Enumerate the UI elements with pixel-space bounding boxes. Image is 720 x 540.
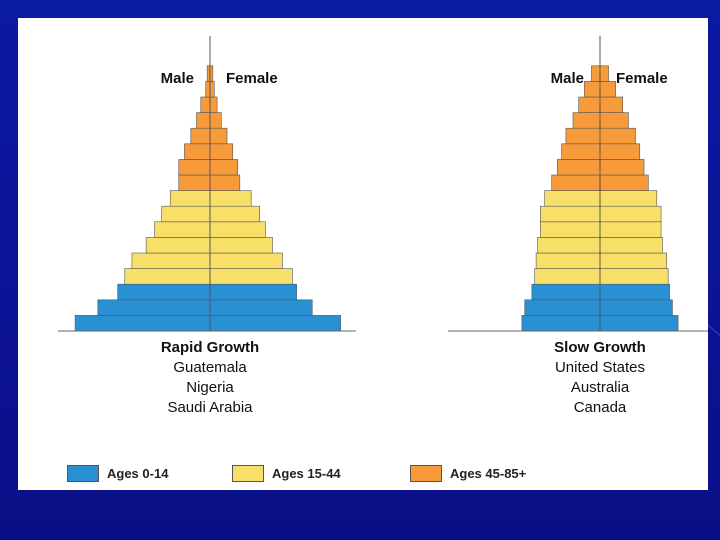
country-label: United States [554,359,646,376]
male-bar [131,252,211,269]
legend-swatch [410,465,442,482]
slide-panel: Male Female Male Female Rapid Growth Guatem… [18,18,708,490]
male-bar [169,190,211,207]
female-bar [209,299,313,316]
male-bar [578,96,601,113]
male-bar [557,159,601,176]
male-bar [184,143,211,160]
legend-label: Ages 0-14 [107,466,169,481]
male-bar [551,174,601,191]
male-bar [544,190,601,207]
female-bar [209,190,252,207]
female-bar [599,283,670,301]
male-bar [97,299,211,316]
female-bar [599,205,662,223]
male-bar [591,65,601,82]
country-label: Canada [573,399,627,416]
male-bar [521,315,601,332]
female-bar [209,315,341,332]
male-bar [117,283,211,301]
male-bar [178,159,211,176]
male-bar [524,299,601,316]
male-bar [531,283,601,301]
legend-swatch [232,465,264,482]
country-label: Saudi Arabia [167,399,253,416]
legend-item-ages-15-44: Ages 15-44 [232,465,341,482]
male-bar [537,237,601,254]
population-pyramids: Male Female Male Female [58,36,708,332]
female-label: Female [616,70,668,87]
female-bar [209,268,293,285]
female-bar [209,174,241,191]
female-bar [599,190,658,207]
female-bar [599,127,636,145]
male-bar [205,81,211,98]
legend-item-ages-0-14: Ages 0-14 [67,465,168,482]
male-bar [190,127,211,145]
male-bar [196,112,211,129]
legend-swatch [67,465,99,482]
female-bar [599,81,616,98]
female-bar [599,65,609,82]
female-bar [599,299,673,316]
legend-label: Ages 45-85+ [450,466,527,481]
pyramid-title: Rapid Growth [160,339,260,356]
female-bar [209,143,234,160]
female-bar [209,283,297,301]
female-bar [599,143,641,160]
female-bar [599,96,624,113]
country-label: Guatemala [173,359,247,376]
caption-slow-growth: Slow Growth United States Australia Cana… [490,338,710,418]
pyramid-title: Slow Growth [554,339,646,356]
male-bar [534,268,601,285]
female-bar [209,221,266,238]
female-bar [209,159,238,176]
male-bar [584,81,601,98]
female-bar [599,237,663,254]
female-bar [599,221,662,238]
female-bar [599,174,649,191]
female-bar [209,205,261,223]
male-bar [540,221,601,238]
country-label: Nigeria [186,379,234,396]
female-bar [209,127,228,145]
male-bar [561,143,601,160]
female-bar [209,81,215,98]
male-bar [154,221,211,238]
female-bar [599,112,629,129]
male-label: Male [161,70,194,87]
female-bar [599,268,669,285]
male-label: Male [551,70,584,87]
male-bar [124,268,211,285]
country-label: Australia [570,379,630,396]
female-bar [599,252,668,269]
male-bar [565,127,601,145]
male-bar [145,237,211,254]
male-bar [161,205,211,223]
female-bar [209,96,218,113]
male-bar [535,252,601,269]
female-label: Female [226,70,278,87]
male-bar [178,174,211,191]
female-bar [599,159,645,176]
female-bar [209,252,283,269]
legend-label: Ages 15-44 [272,466,341,481]
legend-item-ages-45-85: Ages 45-85+ [410,465,526,482]
male-bar [540,205,601,223]
female-bar [599,315,679,332]
male-bar [572,112,601,129]
male-bar [200,96,211,113]
male-bar [74,315,211,332]
female-bar [209,112,222,129]
caption-rapid-growth: Rapid Growth Guatemala Nigeria Saudi Ara… [100,338,320,418]
female-bar [209,237,273,254]
